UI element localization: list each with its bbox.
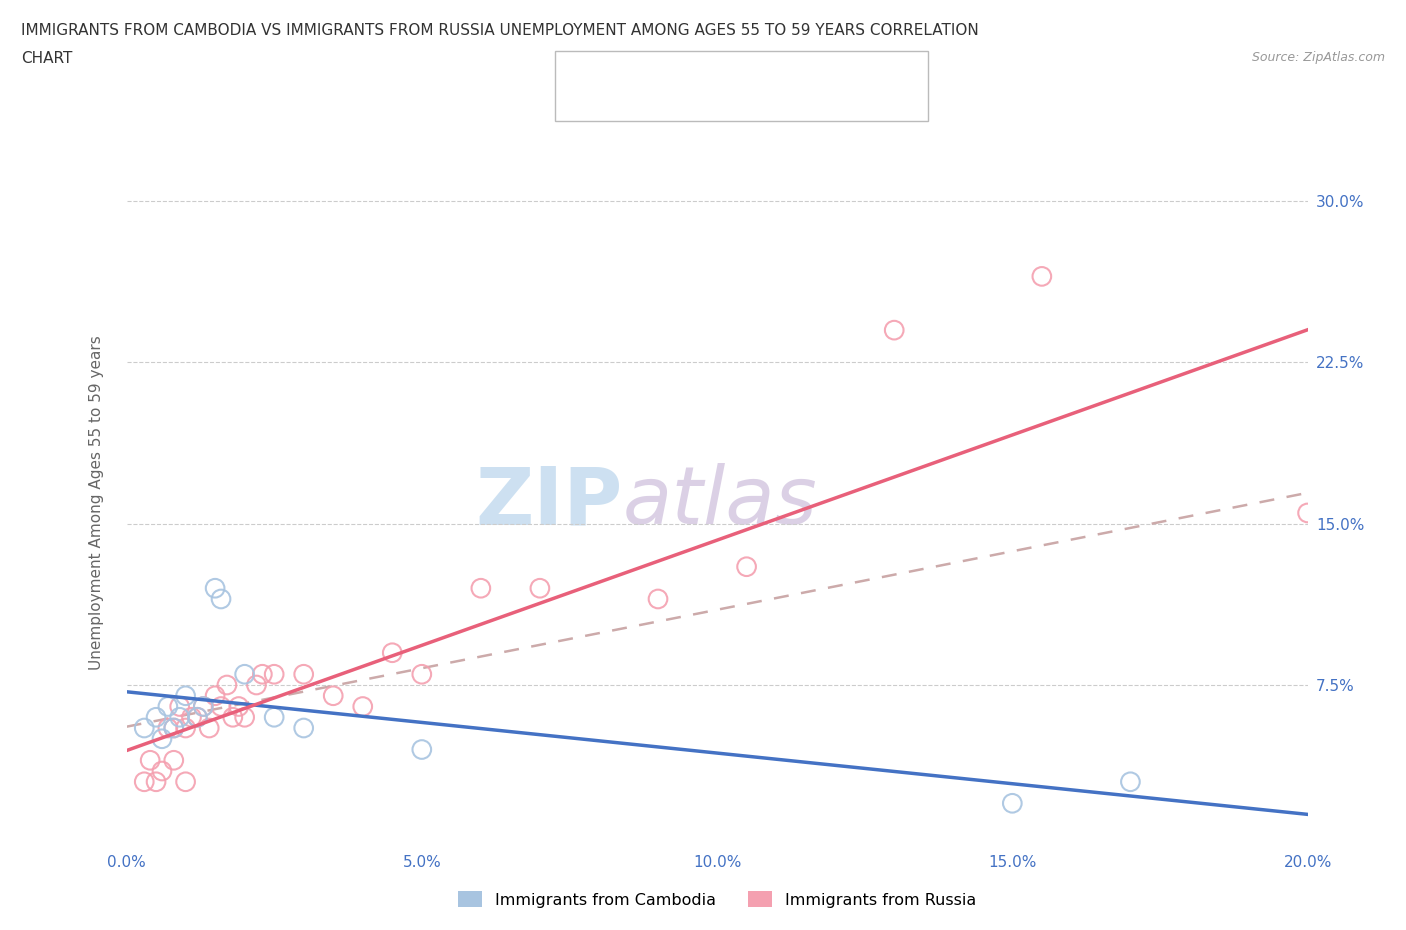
Point	[292, 667, 315, 682]
Point	[204, 580, 226, 596]
Point	[198, 721, 221, 736]
Point	[180, 710, 202, 724]
Point	[204, 688, 226, 703]
Point	[228, 699, 250, 714]
Point	[169, 699, 191, 714]
Point	[245, 678, 267, 693]
Point	[411, 742, 433, 757]
Point	[134, 775, 156, 790]
Point	[263, 710, 285, 724]
Point	[193, 699, 215, 714]
Point	[209, 591, 232, 606]
Point	[1296, 506, 1319, 521]
Point	[186, 710, 208, 724]
Point	[263, 667, 285, 682]
Point	[134, 721, 156, 736]
Point	[322, 688, 344, 703]
Point	[139, 753, 162, 768]
Point	[647, 591, 669, 606]
Point	[156, 721, 179, 736]
Point	[174, 688, 197, 703]
Point	[1001, 796, 1024, 811]
Text: atlas: atlas	[623, 463, 817, 541]
Point	[174, 775, 197, 790]
Text: IMMIGRANTS FROM CAMBODIA VS IMMIGRANTS FROM RUSSIA UNEMPLOYMENT AMONG AGES 55 TO: IMMIGRANTS FROM CAMBODIA VS IMMIGRANTS F…	[21, 23, 979, 38]
Text: R =  0.511   N =  35: R = 0.511 N = 35	[623, 95, 815, 110]
Point	[1119, 775, 1142, 790]
Point	[163, 753, 186, 768]
Legend: Immigrants from Cambodia, Immigrants from Russia: Immigrants from Cambodia, Immigrants fro…	[451, 884, 983, 914]
Point	[529, 580, 551, 596]
Text: Source: ZipAtlas.com: Source: ZipAtlas.com	[1251, 51, 1385, 64]
FancyBboxPatch shape	[555, 51, 928, 121]
Point	[233, 667, 256, 682]
Point	[252, 667, 274, 682]
Point	[470, 580, 492, 596]
Y-axis label: Unemployment Among Ages 55 to 59 years: Unemployment Among Ages 55 to 59 years	[90, 335, 104, 670]
Point	[209, 699, 232, 714]
Point	[150, 731, 173, 746]
Point	[174, 721, 197, 736]
Point	[163, 721, 186, 736]
Point	[233, 710, 256, 724]
Point	[215, 678, 238, 693]
Point	[169, 710, 191, 724]
Text: CHART: CHART	[21, 51, 73, 66]
Point	[411, 667, 433, 682]
Point	[156, 699, 179, 714]
Point	[883, 323, 905, 338]
FancyBboxPatch shape	[571, 59, 607, 81]
Point	[186, 710, 208, 724]
Point	[193, 699, 215, 714]
Point	[292, 721, 315, 736]
Point	[150, 764, 173, 778]
Point	[222, 710, 245, 724]
Point	[1031, 269, 1053, 284]
Point	[145, 710, 167, 724]
Point	[381, 645, 404, 660]
Text: ZIP: ZIP	[475, 463, 623, 541]
Point	[735, 559, 758, 574]
Point	[163, 721, 186, 736]
Text: R = -0.277   N =  17: R = -0.277 N = 17	[623, 62, 815, 77]
Point	[145, 775, 167, 790]
Point	[352, 699, 374, 714]
FancyBboxPatch shape	[571, 91, 607, 114]
